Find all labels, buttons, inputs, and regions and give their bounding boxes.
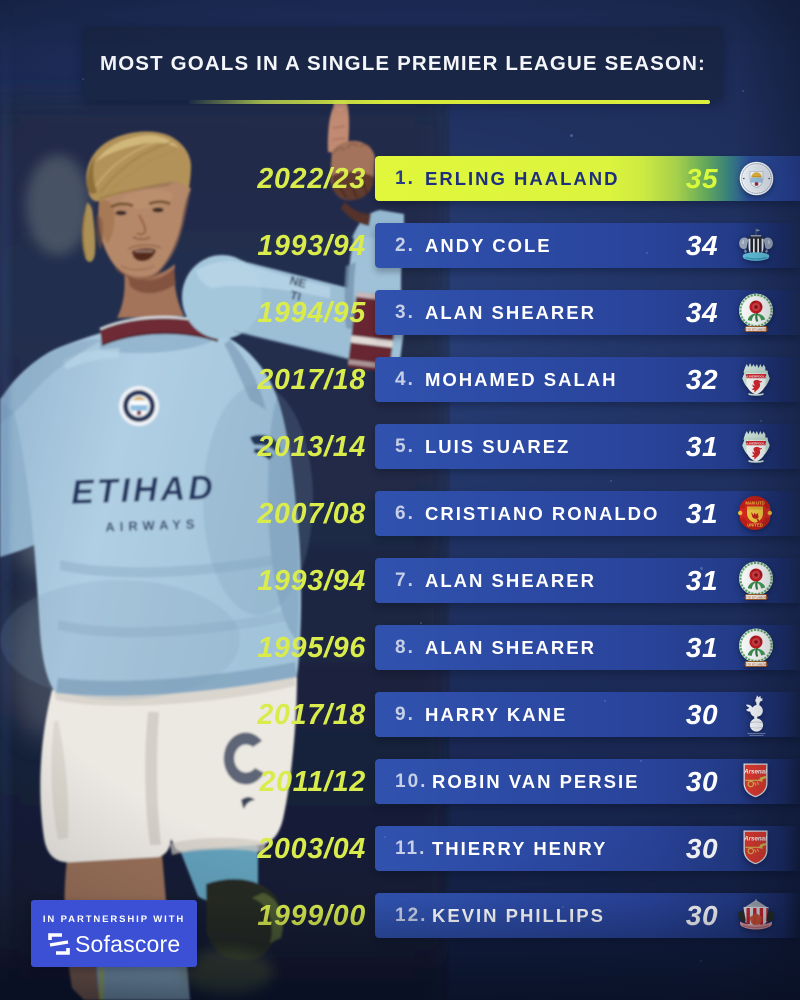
svg-text:ARTE ET LABORE: ARTE ET LABORE	[743, 596, 769, 600]
svg-text:MAN UTD: MAN UTD	[745, 500, 764, 505]
svg-text:Arsenal: Arsenal	[743, 836, 767, 843]
svg-text:UNITED: UNITED	[747, 522, 763, 527]
svg-text:ARTE ET LABORE: ARTE ET LABORE	[743, 663, 769, 667]
svg-text:Arsenal: Arsenal	[743, 769, 767, 776]
svg-text:ARTE ET LABORE: ARTE ET LABORE	[743, 328, 769, 332]
svg-text:LIVERPOOL: LIVERPOOL	[747, 442, 765, 446]
svg-text:LIVERPOOL: LIVERPOOL	[747, 375, 765, 379]
